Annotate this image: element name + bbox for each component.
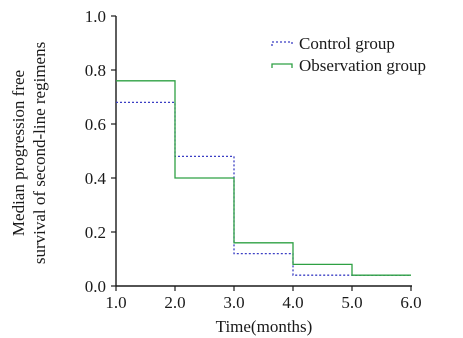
x-tick-label: 3.0 bbox=[223, 293, 244, 312]
y-tick-label: 0.6 bbox=[85, 115, 106, 134]
legend-label-control: Control group bbox=[299, 34, 395, 53]
y-tick-label: 0.4 bbox=[85, 169, 107, 188]
legend-symbol-observation bbox=[271, 63, 293, 68]
y-tick-label: 1.0 bbox=[85, 7, 106, 26]
x-axis-title: Time(months) bbox=[216, 317, 313, 336]
y-tick-label: 0.2 bbox=[85, 223, 106, 242]
control-group-step-line bbox=[116, 101, 411, 276]
x-tick-label: 2.0 bbox=[164, 293, 185, 312]
x-tick-label: 6.0 bbox=[400, 293, 421, 312]
legend-label-observation: Observation group bbox=[299, 56, 426, 75]
observation-group-step-line bbox=[116, 80, 411, 276]
y-tick-label: 0.8 bbox=[85, 61, 106, 80]
x-tick-label: 4.0 bbox=[282, 293, 303, 312]
series-lines bbox=[116, 80, 411, 276]
x-tick-label: 1.0 bbox=[105, 293, 126, 312]
y-tick-label: 0.0 bbox=[85, 277, 106, 296]
x-tick-label: 5.0 bbox=[341, 293, 362, 312]
y-axis-title-line1: Median progression free bbox=[9, 70, 28, 236]
y-axis-title-line2: survival of second-line regimens bbox=[30, 42, 49, 264]
legend: Control group Observation group bbox=[271, 34, 426, 75]
axes: 1.0 2.0 3.0 4.0 5.0 6.0 0.0 0.2 0.4 0.6 0.8 1.0 bbox=[85, 7, 422, 312]
legend-symbol-control bbox=[271, 41, 293, 46]
